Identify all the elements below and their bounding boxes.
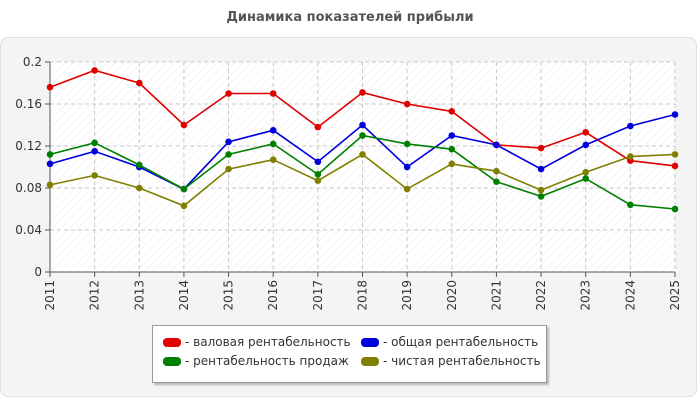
data-point-0	[180, 121, 188, 129]
data-point-2	[135, 161, 143, 169]
data-point-0	[448, 108, 456, 115]
data-point-0	[359, 89, 366, 96]
data-point-2	[269, 140, 277, 148]
data-point-2	[493, 178, 500, 185]
data-point-1	[671, 111, 679, 118]
data-point-1	[537, 165, 545, 173]
data-point-1	[269, 126, 277, 134]
data-point-0	[225, 90, 232, 97]
x-tick-label: 2019	[400, 280, 414, 311]
data-point-2	[448, 145, 456, 153]
data-point-3	[582, 168, 590, 176]
x-tick-label: 2015	[222, 280, 236, 311]
data-point-2	[225, 151, 232, 158]
data-point-2	[627, 201, 634, 209]
x-tick-label: 2012	[88, 280, 102, 311]
data-point-3	[269, 156, 277, 163]
chart-title: Динамика показателей прибыли	[226, 10, 474, 25]
data-point-3	[537, 186, 545, 194]
data-point-3	[180, 202, 188, 210]
data-point-1	[448, 132, 456, 139]
data-point-3	[359, 151, 366, 158]
x-tick-label: 2021	[489, 280, 503, 311]
data-point-3	[225, 165, 232, 173]
data-point-3	[493, 167, 500, 175]
x-tick-label: 2013	[132, 280, 146, 311]
data-point-0	[135, 79, 143, 87]
legend-label-sales: - рентабельность продаж	[185, 354, 349, 368]
data-point-0	[46, 83, 54, 91]
data-point-0	[582, 129, 590, 136]
data-point-1	[314, 158, 322, 166]
data-point-2	[180, 185, 188, 193]
data-point-1	[582, 141, 590, 149]
legend-label-gross: - валовая рентабельность	[185, 335, 351, 349]
data-point-2	[46, 151, 54, 158]
y-tick-label: 0.12	[15, 139, 42, 153]
data-point-3	[135, 184, 143, 192]
legend-swatch-net	[361, 356, 379, 366]
x-tick-label: 2020	[445, 280, 459, 311]
x-tick-label: 2024	[623, 280, 637, 311]
data-point-3	[46, 181, 54, 189]
x-tick-label: 2016	[266, 280, 280, 311]
x-tick-label: 2023	[579, 280, 593, 311]
data-point-1	[91, 147, 98, 155]
data-point-1	[359, 121, 366, 129]
data-point-1	[627, 122, 634, 130]
legend-item-net: - чистая рентабельность	[361, 354, 541, 368]
data-point-2	[671, 205, 679, 213]
y-tick-label: 0.2	[23, 55, 42, 69]
data-point-2	[91, 139, 98, 147]
data-point-2	[537, 193, 545, 200]
data-point-2	[403, 140, 411, 148]
data-point-2	[582, 175, 590, 182]
data-point-0	[537, 144, 545, 152]
data-point-0	[91, 67, 98, 74]
legend-label-total: - общая рентабельность	[383, 335, 539, 349]
data-point-1	[225, 138, 232, 146]
data-point-1	[403, 163, 411, 171]
data-point-3	[403, 185, 411, 193]
y-tick-label: 0.08	[15, 181, 42, 195]
x-tick-label: 2017	[311, 280, 325, 311]
data-point-2	[359, 132, 366, 139]
data-point-3	[448, 160, 456, 168]
data-point-1	[46, 160, 54, 168]
legend-swatch-sales	[163, 356, 181, 366]
data-point-0	[269, 90, 277, 97]
data-point-3	[91, 172, 98, 179]
legend-item-total: - общая рентабельность	[361, 335, 538, 349]
x-tick-label: 2014	[177, 280, 191, 311]
legend-item-sales: - рентабельность продаж	[163, 354, 349, 368]
data-point-3	[671, 151, 679, 158]
x-tick-label: 2018	[356, 280, 370, 311]
data-point-1	[493, 141, 500, 149]
x-tick-label: 2025	[668, 280, 682, 311]
data-point-3	[627, 153, 634, 160]
x-tick-label: 2011	[43, 280, 57, 311]
y-tick-label: 0.16	[15, 97, 42, 111]
y-tick-label: 0.04	[15, 223, 42, 237]
data-point-2	[314, 171, 322, 178]
data-point-0	[403, 100, 411, 108]
data-point-3	[314, 177, 322, 184]
data-point-0	[314, 123, 322, 131]
legend-swatch-total	[361, 337, 379, 347]
y-tick-label: 0	[34, 265, 42, 279]
data-point-0	[671, 162, 679, 170]
legend-item-gross: - валовая рентабельность	[163, 335, 351, 349]
legend: - валовая рентабельность - общая рентабе…	[152, 325, 547, 383]
x-tick-label: 2022	[534, 280, 548, 311]
legend-swatch-gross	[163, 337, 181, 347]
legend-label-net: - чистая рентабельность	[383, 354, 541, 368]
